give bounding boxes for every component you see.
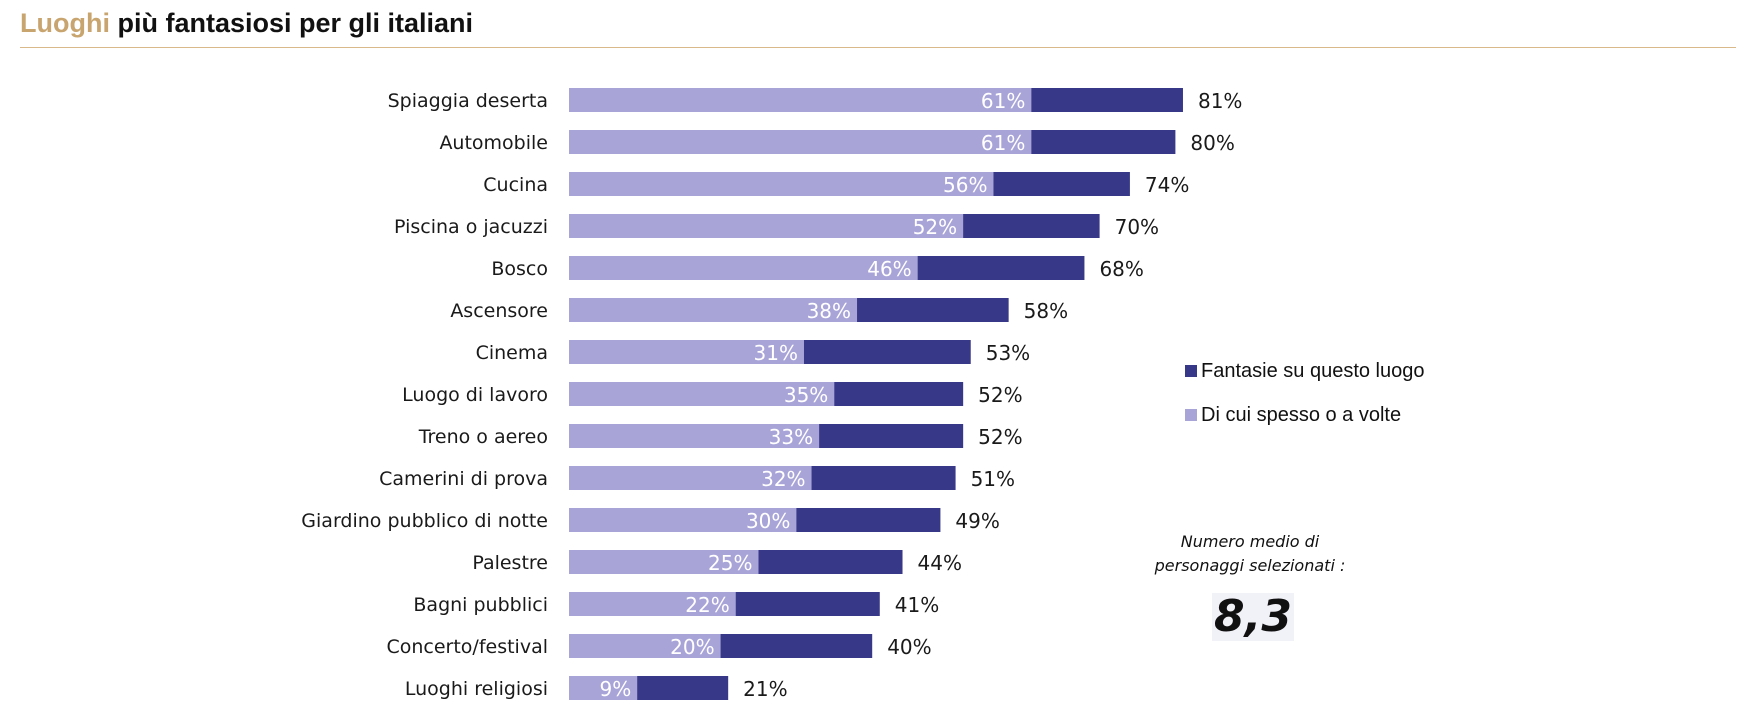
bar-often [569, 130, 1032, 154]
title-rest: più fantasiosi per gli italiani [109, 8, 474, 38]
bar-often [569, 214, 964, 238]
data-label-total: 68% [1099, 257, 1143, 281]
legend-item-often: Di cui spesso o a volte [1185, 404, 1425, 426]
data-label-total: 70% [1115, 215, 1159, 239]
data-label-total: 41% [895, 593, 939, 617]
legend-label-often: Di cui spesso o a volte [1201, 403, 1402, 426]
data-label-often: 33% [769, 425, 813, 449]
chart-legend: Fantasie su questo luogo Di cui spesso o… [1185, 360, 1425, 448]
data-label-total: 74% [1145, 173, 1189, 197]
average-value: 8,3 [1212, 591, 1294, 642]
category-label: Palestre [472, 552, 548, 574]
data-label-often: 25% [708, 551, 752, 575]
category-label: Bosco [491, 258, 548, 280]
data-label-often: 20% [670, 635, 714, 659]
bar-often [569, 256, 918, 280]
average-note: Numero medio di personaggi selezionati : [1140, 530, 1360, 578]
category-label: Cucina [483, 174, 548, 196]
data-label-often: 22% [685, 593, 729, 617]
bar-often [569, 508, 797, 532]
data-label-often: 35% [784, 383, 828, 407]
bar-often [569, 172, 994, 196]
bar-often [569, 676, 638, 700]
category-label: Concerto/festival [386, 636, 548, 658]
data-label-total: 81% [1198, 89, 1242, 113]
legend-swatch-often [1185, 409, 1197, 421]
data-label-often: 9% [599, 677, 631, 701]
data-label-often: 46% [867, 257, 911, 281]
bar-often [569, 340, 804, 364]
category-label: Luogo di lavoro [402, 384, 548, 406]
data-label-total: 44% [918, 551, 962, 575]
category-label: Cinema [476, 342, 548, 364]
data-label-total: 52% [978, 425, 1022, 449]
category-label: Camerini di prova [379, 468, 548, 490]
bar-often [569, 592, 736, 616]
category-label: Luoghi religiosi [405, 678, 548, 700]
data-label-total: 51% [971, 467, 1015, 491]
data-label-often: 31% [754, 341, 798, 365]
legend-label-total: Fantasie su questo luogo [1201, 359, 1425, 382]
title-divider [20, 47, 1736, 48]
data-label-total: 52% [978, 383, 1022, 407]
data-label-total: 58% [1024, 299, 1068, 323]
data-label-often: 56% [943, 173, 987, 197]
category-label: Piscina o jacuzzi [394, 216, 548, 238]
page-title: Luoghi più fantasiosi per gli italiani [20, 8, 473, 39]
bar-often [569, 550, 759, 574]
note-line-1: Numero medio di [1180, 532, 1320, 551]
note-line-2: personaggi selezionati : [1154, 556, 1346, 575]
bar-often [569, 298, 858, 322]
data-label-often: 52% [913, 215, 957, 239]
bar-often [569, 382, 835, 406]
bar-often [569, 424, 820, 448]
data-label-often: 32% [761, 467, 805, 491]
category-label: Treno o aereo [418, 426, 548, 448]
legend-item-total: Fantasie su questo luogo [1185, 360, 1425, 382]
data-label-often: 61% [981, 89, 1025, 113]
legend-swatch-total [1185, 365, 1197, 377]
bar-often [569, 88, 1032, 112]
data-label-total: 53% [986, 341, 1030, 365]
bar-often [569, 634, 721, 658]
title-accent: Luoghi [20, 8, 110, 38]
data-label-total: 49% [955, 509, 999, 533]
data-label-often: 61% [981, 131, 1025, 155]
data-label-total: 80% [1190, 131, 1234, 155]
data-label-total: 40% [887, 635, 931, 659]
data-label-total: 21% [743, 677, 787, 701]
category-label: Automobile [439, 132, 548, 154]
category-label: Spiaggia deserta [388, 90, 548, 112]
data-label-often: 30% [746, 509, 790, 533]
data-label-often: 38% [807, 299, 851, 323]
bar-often [569, 466, 812, 490]
category-label: Giardino pubblico di notte [301, 510, 548, 532]
category-label: Bagni pubblici [413, 594, 548, 616]
category-label: Ascensore [450, 300, 548, 322]
